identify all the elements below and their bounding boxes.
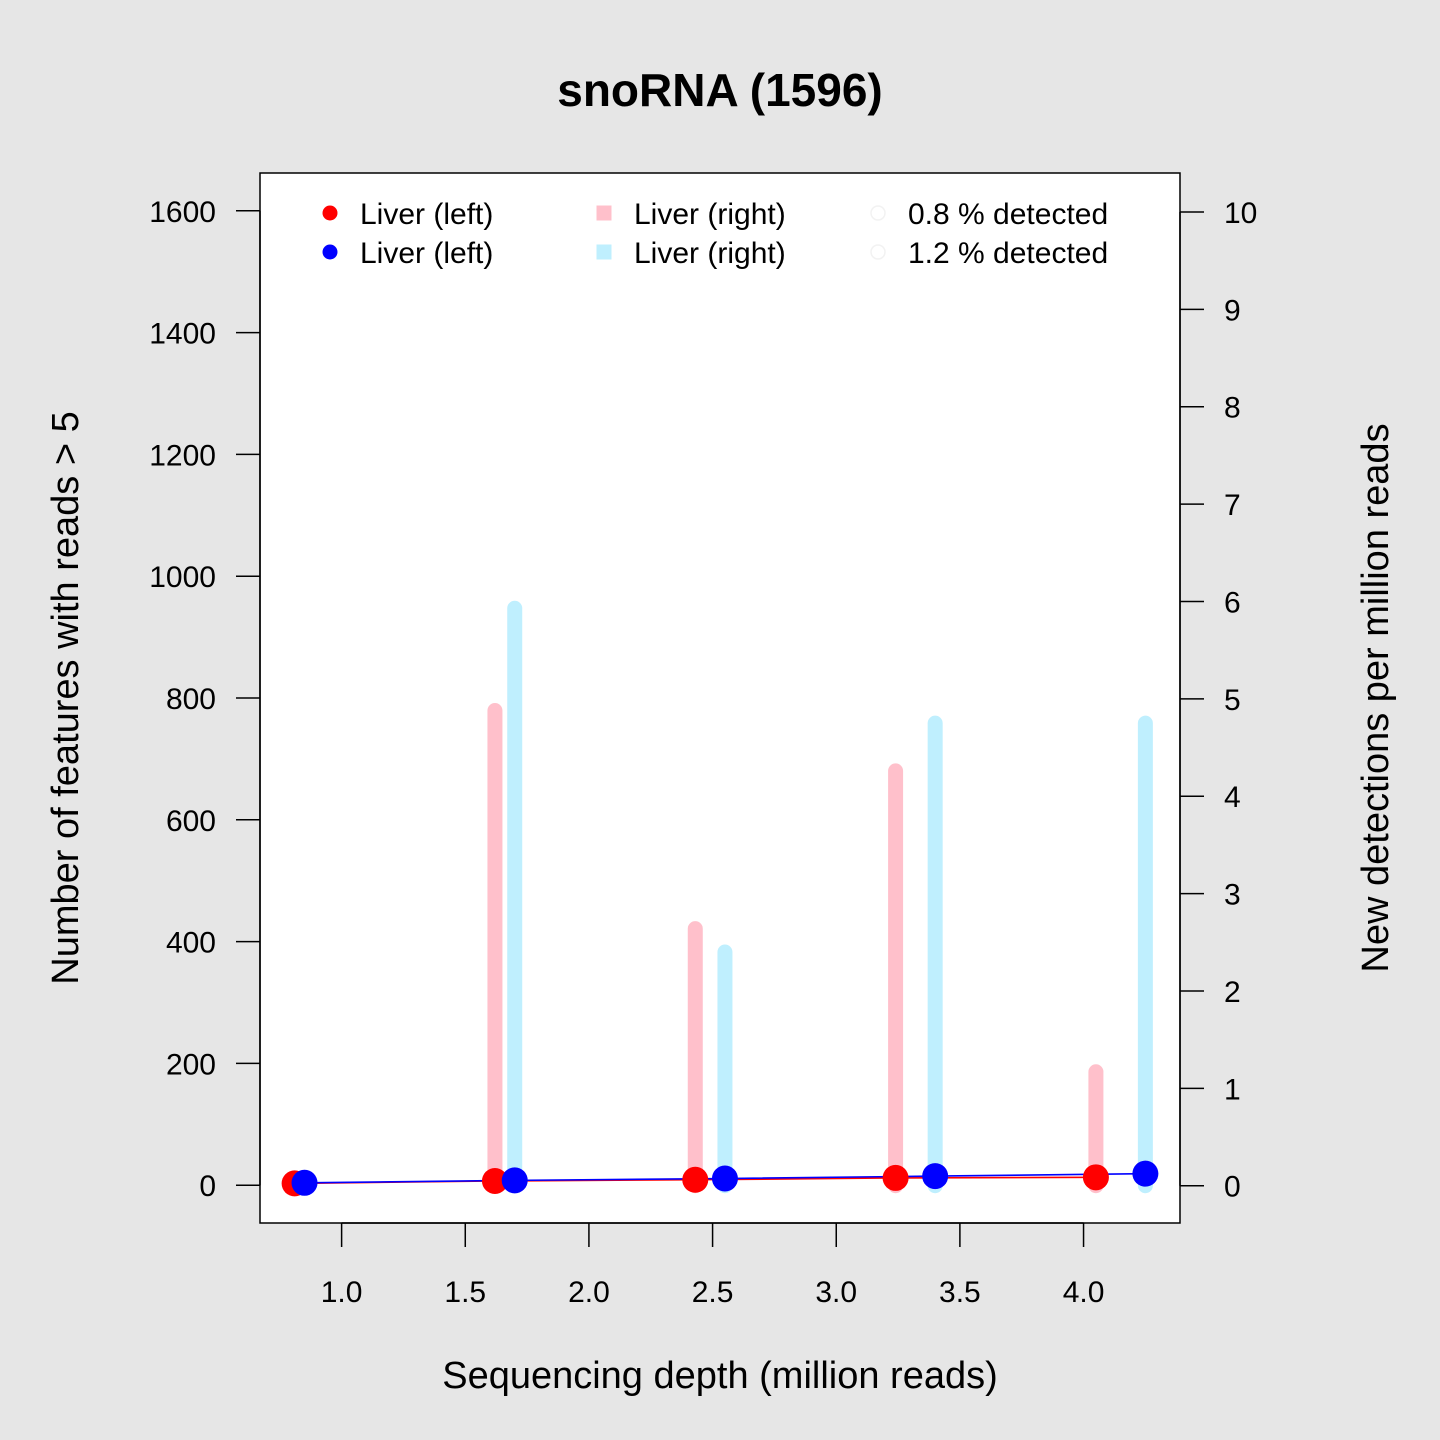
y-tick-label-3: 400 <box>166 927 216 960</box>
legend-marker-2 <box>322 244 338 260</box>
legend-label-5: 0.8 % detected <box>908 198 1108 231</box>
y2-tick-label-1: 0 <box>1224 1171 1241 1204</box>
legend-marker-6 <box>870 244 886 260</box>
y2-tick-label-7: 6 <box>1224 586 1241 619</box>
y-tick-label-2: 200 <box>166 1048 216 1081</box>
y2-tick-label-4: 3 <box>1224 879 1241 912</box>
y2-tick-label-5: 4 <box>1224 781 1241 814</box>
y2-tick-label-3: 2 <box>1224 976 1241 1009</box>
point-series-1-4 <box>882 1164 909 1191</box>
legend-label-2: Liver (left) <box>360 237 493 270</box>
axes: 1.0 1.5 2.0 2.5 3.0 3.5 4.00200400600800100012… <box>149 196 1257 1309</box>
legend-marker-5 <box>870 205 886 221</box>
y2-tick-label-8: 7 <box>1224 489 1241 522</box>
y2-tick-label-10: 9 <box>1224 294 1241 327</box>
x-axis-title: Sequencing depth (million reads) <box>442 1355 998 1397</box>
point-series-1-3 <box>682 1166 709 1193</box>
y-tick-label-8: 1400 <box>149 318 216 351</box>
legend: Liver (left) Liver (left) Liver (right) Liv… <box>322 198 1108 270</box>
chart-title: snoRNA (1596) <box>557 64 882 116</box>
y-tick-label-4: 600 <box>166 805 216 838</box>
x-tick-label-7: 4.0 <box>1063 1276 1105 1309</box>
y2-tick-label-11: 10 <box>1224 197 1257 230</box>
point-series-2-4 <box>922 1163 949 1190</box>
y2-axis-title: New detections per million reads <box>1355 423 1397 972</box>
x-tick-label-2: 1.5 <box>444 1276 486 1309</box>
y2-tick-label-2: 1 <box>1224 1073 1241 1106</box>
x-tick-label-1: 1.0 <box>321 1276 363 1309</box>
y-tick-label-9: 1600 <box>149 196 216 229</box>
point-series-2-1 <box>291 1169 318 1196</box>
y-tick-label-5: 800 <box>166 683 216 716</box>
legend-marker-3 <box>596 205 612 221</box>
point-series-2-5 <box>1132 1160 1159 1187</box>
point-layer <box>281 1160 1159 1197</box>
legend-label-6: 1.2 % detected <box>908 237 1108 270</box>
legend-marker-1 <box>322 205 338 221</box>
y2-tick-label-6: 5 <box>1224 684 1241 717</box>
y-tick-label-6: 1000 <box>149 561 216 594</box>
legend-label-1: Liver (left) <box>360 198 493 231</box>
y-axis-title: Number of features with reads > 5 <box>45 411 87 984</box>
bar-layer <box>487 600 1153 1194</box>
point-series-2-3 <box>711 1165 738 1192</box>
x-tick-label-6: 3.5 <box>939 1276 981 1309</box>
point-series-2-2 <box>501 1167 528 1194</box>
y2-tick-label-9: 8 <box>1224 392 1241 425</box>
legend-label-4: Liver (right) <box>634 237 786 270</box>
y-tick-label-1: 0 <box>199 1170 216 1203</box>
legend-marker-4 <box>596 244 612 260</box>
y-tick-label-7: 1200 <box>149 439 216 472</box>
x-tick-label-5: 3.0 <box>815 1276 857 1309</box>
point-series-1-5 <box>1082 1164 1109 1191</box>
point-series-1-2 <box>481 1167 508 1194</box>
legend-label-3: Liver (right) <box>634 198 786 231</box>
x-tick-label-4: 2.5 <box>692 1276 734 1309</box>
x-tick-label-3: 2.0 <box>568 1276 610 1309</box>
